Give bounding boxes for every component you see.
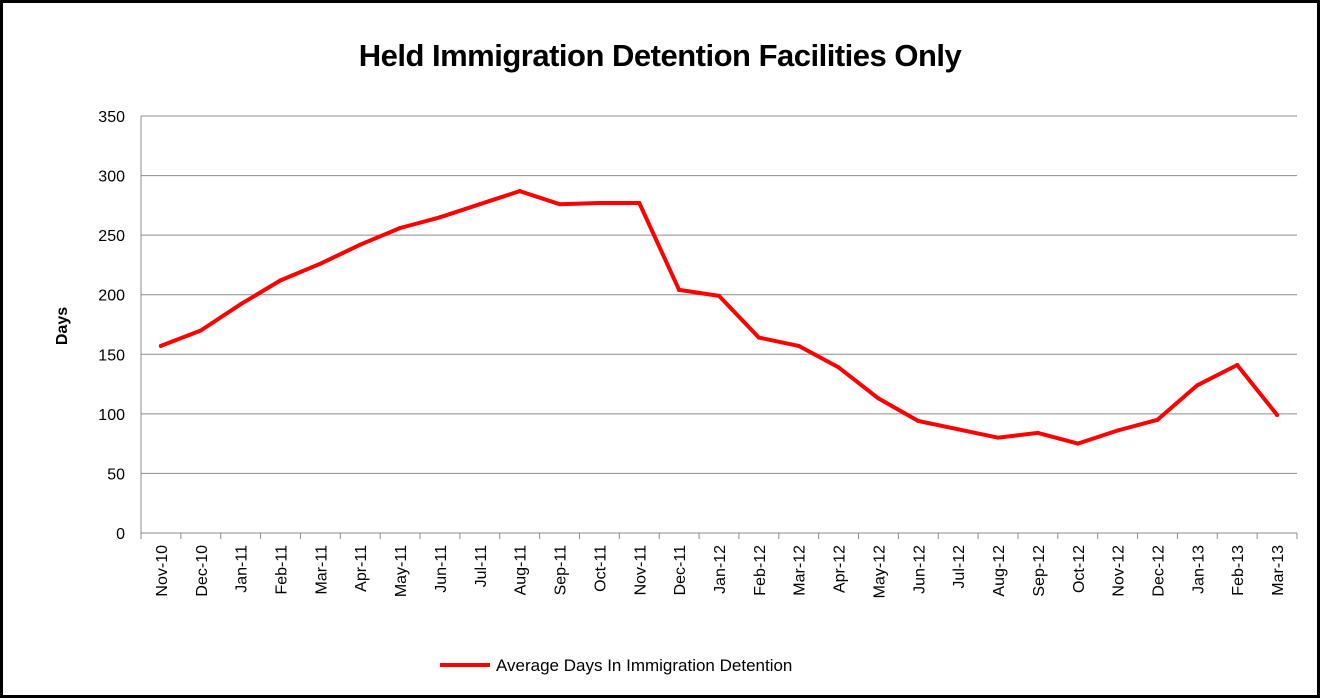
data-point <box>1155 417 1160 422</box>
x-tick-label: Oct-11 <box>592 545 609 592</box>
data-point <box>836 365 841 370</box>
x-tick-label: Aug-12 <box>991 545 1008 597</box>
y-axis-label: Days <box>54 307 71 345</box>
x-tick-label: Jan-13 <box>1190 545 1207 594</box>
x-tick-label: Sep-11 <box>553 545 570 596</box>
data-point <box>358 242 363 247</box>
x-tick-label: Dec-12 <box>1150 545 1167 597</box>
data-point <box>597 200 602 205</box>
y-tick-label: 100 <box>98 407 125 424</box>
x-tick-label: Nov-12 <box>1111 545 1128 597</box>
data-point <box>1115 428 1120 433</box>
x-tick-label: Nov-10 <box>154 545 171 597</box>
x-tick-label: Jun-11 <box>433 545 450 593</box>
data-point <box>318 261 323 266</box>
data-point <box>1235 363 1240 368</box>
data-point <box>477 202 482 207</box>
data-point <box>996 435 1001 440</box>
data-point <box>158 343 163 348</box>
data-point <box>1195 383 1200 388</box>
data-point <box>1275 413 1280 418</box>
x-tick-label: Jul-11 <box>473 545 490 587</box>
y-tick-label: 250 <box>98 228 125 245</box>
y-tick-label: 150 <box>98 347 125 364</box>
y-tick-label: 50 <box>107 466 125 483</box>
series-line <box>158 189 1280 446</box>
y-tick-label: 300 <box>98 169 125 186</box>
data-point <box>876 396 881 401</box>
x-tick-label: Jan-11 <box>234 545 251 593</box>
y-tick-label: 350 <box>98 109 125 126</box>
data-point <box>717 293 721 298</box>
data-point <box>198 328 203 333</box>
x-tick-label: Jun-12 <box>911 545 928 594</box>
x-tick-label: Feb-12 <box>752 545 769 596</box>
legend-label: Average Days In Immigration Detention <box>496 656 792 675</box>
x-tick-label: Apr-12 <box>832 545 849 593</box>
y-tick-label: 0 <box>116 526 125 543</box>
x-tick-label: Feb-11 <box>274 545 291 595</box>
legend: Average Days In Immigration Detention <box>440 656 792 675</box>
y-axis-ticks: 0 50 100 150 200 250 300 350 <box>98 109 125 543</box>
data-point <box>916 419 921 424</box>
series-layer <box>158 189 1280 446</box>
x-tick-label: Jan-12 <box>712 545 729 594</box>
x-tick-label: Nov-11 <box>632 545 649 595</box>
data-point <box>956 427 961 432</box>
x-tick-label: Apr-11 <box>353 545 370 592</box>
x-tick-label: Oct-12 <box>1071 545 1088 593</box>
data-point <box>278 278 283 283</box>
x-tick-label: Mar-11 <box>313 545 330 595</box>
x-tick-label: Mar-13 <box>1270 545 1287 596</box>
data-point <box>1075 441 1080 446</box>
data-point <box>677 287 682 292</box>
chart-title: Held Immigration Detention Facilities On… <box>358 38 962 73</box>
x-tick-label: Dec-11 <box>672 545 689 595</box>
gridlines <box>141 115 1297 534</box>
x-tick-label: Jul-12 <box>951 545 968 589</box>
data-point <box>517 189 522 194</box>
data-point <box>557 202 562 207</box>
data-point <box>437 215 442 220</box>
data-point <box>796 343 801 348</box>
x-tick-label: May-11 <box>393 545 410 597</box>
data-point <box>238 302 243 307</box>
x-tick-label: Dec-10 <box>194 545 211 597</box>
data-point <box>1035 430 1040 435</box>
data-point <box>398 225 403 230</box>
data-point <box>637 200 642 205</box>
data-point <box>756 335 761 340</box>
x-tick-label: Sep-12 <box>1031 545 1048 597</box>
y-tick-label: 200 <box>98 288 125 305</box>
x-axis: Nov-10 Dec-10 Jan-11 Feb-11 Mar-11 Apr-11 May-… <box>140 116 1298 598</box>
x-tick-label: Mar-12 <box>792 545 809 596</box>
x-tick-label: May-12 <box>871 545 888 598</box>
x-tick-label: Aug-11 <box>513 545 530 596</box>
x-tick-label: Feb-13 <box>1230 545 1247 596</box>
